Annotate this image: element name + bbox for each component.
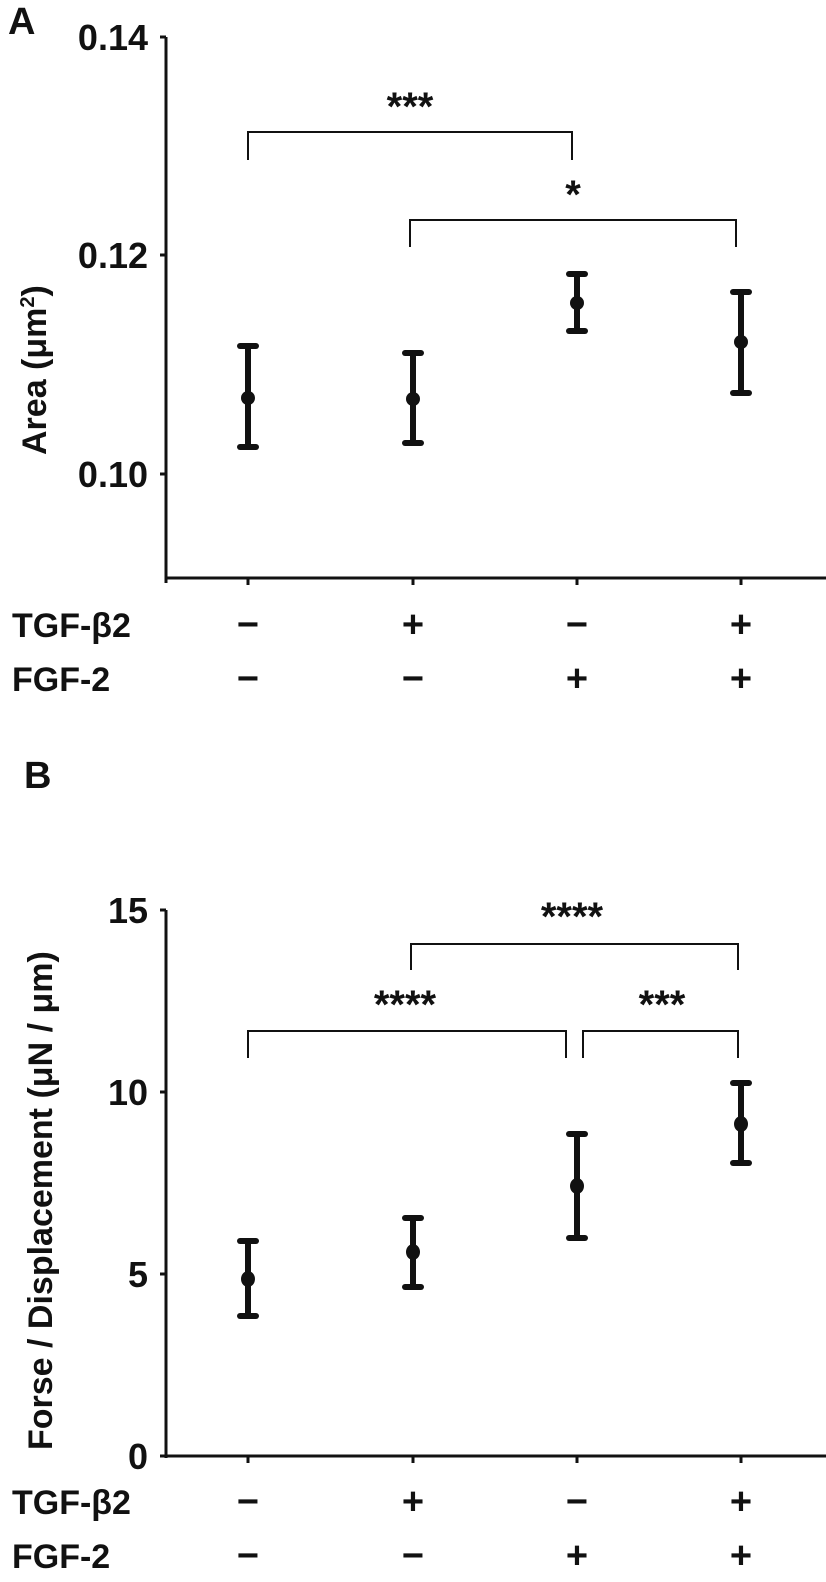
y-tick-label: 5 — [128, 1254, 148, 1295]
y-axis-label: Area (μm2) — [16, 285, 54, 455]
factor-label-tgf: TGF-β2 — [12, 1484, 131, 1522]
factor-sign: + — [730, 604, 752, 646]
factor-sign: + — [730, 658, 752, 700]
y-tick-label: 10 — [108, 1072, 148, 1113]
significance-label: * — [565, 173, 581, 217]
panel-a-letter: A — [8, 1, 35, 43]
error-bar-point — [402, 1215, 424, 1290]
factor-sign: − — [402, 1535, 424, 1577]
error-bar-point — [730, 289, 752, 396]
panel-b-letter: B — [24, 755, 51, 797]
factor-sign: + — [402, 1481, 424, 1523]
factor-sign: + — [566, 1535, 588, 1577]
error-bar-point — [566, 1131, 588, 1241]
factor-label-fgf: FGF-2 — [12, 661, 110, 699]
significance-bracket — [247, 131, 737, 247]
panel-a: A 0.14 0.12 0.10 Area (μm2) *** * — [8, 1, 826, 700]
factor-sign: − — [566, 1481, 588, 1523]
y-tick-label: 0.10 — [78, 454, 148, 495]
significance-label: **** — [374, 983, 437, 1027]
factor-label-tgf: TGF-β2 — [12, 607, 131, 645]
error-bar-point — [237, 1238, 259, 1319]
y-axis-label: Forse / Displacement (μN / μm) — [22, 951, 60, 1450]
error-bar-point — [402, 350, 424, 446]
significance-bracket — [247, 943, 739, 1058]
y-tick-label: 15 — [108, 890, 148, 931]
y-tick-label: 0.12 — [78, 235, 148, 276]
factor-sign: + — [566, 658, 588, 700]
error-bar-point — [237, 343, 259, 450]
significance-label: **** — [541, 895, 604, 939]
significance-label: *** — [639, 983, 686, 1027]
y-tick-label: 0.14 — [78, 17, 148, 58]
factor-sign: + — [402, 604, 424, 646]
factor-sign: − — [237, 604, 259, 646]
factor-sign: − — [237, 1481, 259, 1523]
factor-sign: − — [237, 658, 259, 700]
factor-sign: − — [402, 658, 424, 700]
y-tick-label: 0 — [128, 1436, 148, 1477]
factor-label-fgf: FGF-2 — [12, 1538, 110, 1576]
factor-sign: + — [730, 1481, 752, 1523]
error-bar-point — [566, 271, 588, 334]
error-bar-point — [730, 1080, 752, 1166]
factor-sign: + — [730, 1535, 752, 1577]
factor-sign: − — [566, 604, 588, 646]
significance-label: *** — [387, 85, 434, 129]
factor-sign: − — [237, 1535, 259, 1577]
panel-b: B 15 10 5 0 Forse / Displacement (μN / μ… — [12, 755, 826, 1577]
